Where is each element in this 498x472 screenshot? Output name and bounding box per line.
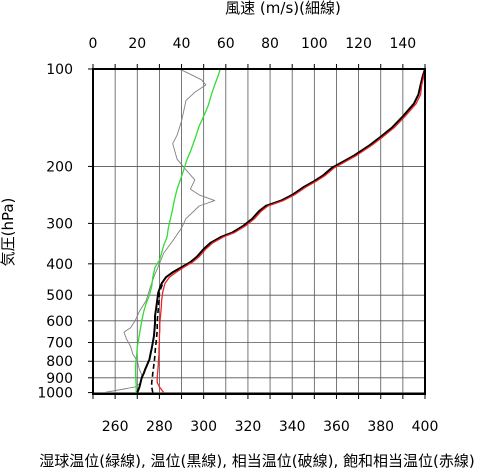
plot-frame <box>92 68 426 395</box>
bottom-axis-title: 湿球温位(緑線), 温位(黒線), 相当温位(破線), 飽和相当温位(赤線) <box>39 452 474 470</box>
y-tick-label: 100 <box>46 62 73 78</box>
y-tick-label: 1000 <box>37 386 73 402</box>
top-tick-label: 20 <box>128 36 146 52</box>
y-tick-label: 500 <box>46 288 73 304</box>
top-tick-label: 120 <box>345 36 372 52</box>
top-tick-label: 0 <box>89 36 98 52</box>
y-tick-label: 600 <box>46 314 73 330</box>
series-line-飽和相当温位 <box>156 68 426 393</box>
bottom-tick-label: 280 <box>146 419 173 435</box>
y-tick-label: 400 <box>46 257 73 273</box>
top-tick-label: 60 <box>217 36 235 52</box>
series-line-湿球温位 <box>134 68 221 393</box>
y-tick-label: 700 <box>46 335 73 351</box>
bottom-tick-label: 340 <box>279 419 306 435</box>
bottom-tick-label: 320 <box>235 419 262 435</box>
bottom-tick-label: 300 <box>190 419 217 435</box>
series-line-温位 <box>136 68 426 393</box>
bottom-tick-label: 400 <box>412 419 439 435</box>
y-tick-label: 300 <box>46 216 73 232</box>
top-tick-label: 140 <box>389 36 416 52</box>
grid <box>93 68 425 394</box>
y-tick-label: 800 <box>46 354 73 370</box>
y-axis-title: 気圧(hPa) <box>0 198 17 267</box>
tick-marks <box>88 64 426 399</box>
top-axis-title: 風速 (m/s)(細線) <box>225 0 341 17</box>
top-tick-label: 80 <box>261 36 279 52</box>
series-line-相当温位 <box>150 283 164 393</box>
bottom-tick-label: 380 <box>367 419 394 435</box>
series-line-風速 <box>104 68 216 394</box>
top-tick-label: 40 <box>173 36 191 52</box>
y-tick-label: 200 <box>46 159 73 175</box>
top-tick-label: 100 <box>301 36 328 52</box>
tick-labels: 260 280 300 320 340 360 380 400 0 20 40 60 80 100 120 1… <box>37 36 438 435</box>
y-tick-label: 900 <box>46 371 73 387</box>
bottom-tick-label: 360 <box>323 419 350 435</box>
bottom-tick-label: 260 <box>102 419 129 435</box>
series-layer <box>104 68 426 394</box>
